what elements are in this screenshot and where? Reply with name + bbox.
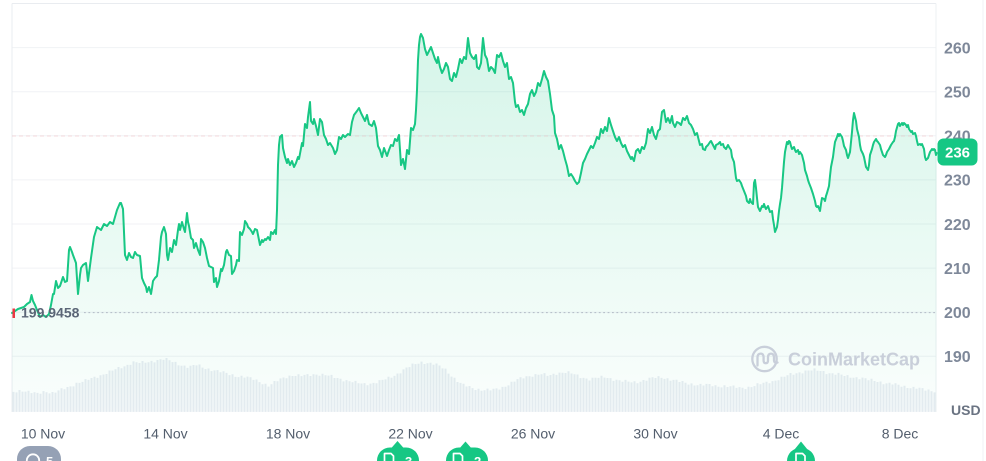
svg-text:220: 220: [944, 217, 971, 234]
svg-text:230: 230: [944, 173, 971, 190]
svg-text:4 Dec: 4 Dec: [763, 426, 800, 442]
svg-text:22 Nov: 22 Nov: [388, 426, 432, 442]
svg-text:USD: USD: [951, 402, 981, 418]
svg-text:236: 236: [945, 145, 970, 162]
svg-text:10 Nov: 10 Nov: [21, 426, 65, 442]
svg-text:2: 2: [474, 454, 481, 461]
svg-text:14 Nov: 14 Nov: [143, 426, 187, 442]
svg-text:210: 210: [944, 261, 971, 278]
svg-text:CoinMarketCap: CoinMarketCap: [788, 350, 920, 370]
svg-text:5: 5: [46, 454, 53, 461]
svg-text:8 Dec: 8 Dec: [882, 426, 919, 442]
svg-text:190: 190: [944, 349, 971, 366]
svg-text:18 Nov: 18 Nov: [266, 426, 310, 442]
svg-text:30 Nov: 30 Nov: [633, 426, 677, 442]
svg-text:199.9458: 199.9458: [21, 305, 80, 321]
svg-text:200: 200: [944, 305, 971, 322]
svg-text:250: 250: [944, 85, 971, 102]
svg-text:260: 260: [944, 40, 971, 57]
svg-text:26 Nov: 26 Nov: [511, 426, 555, 442]
svg-text:3: 3: [405, 454, 412, 461]
